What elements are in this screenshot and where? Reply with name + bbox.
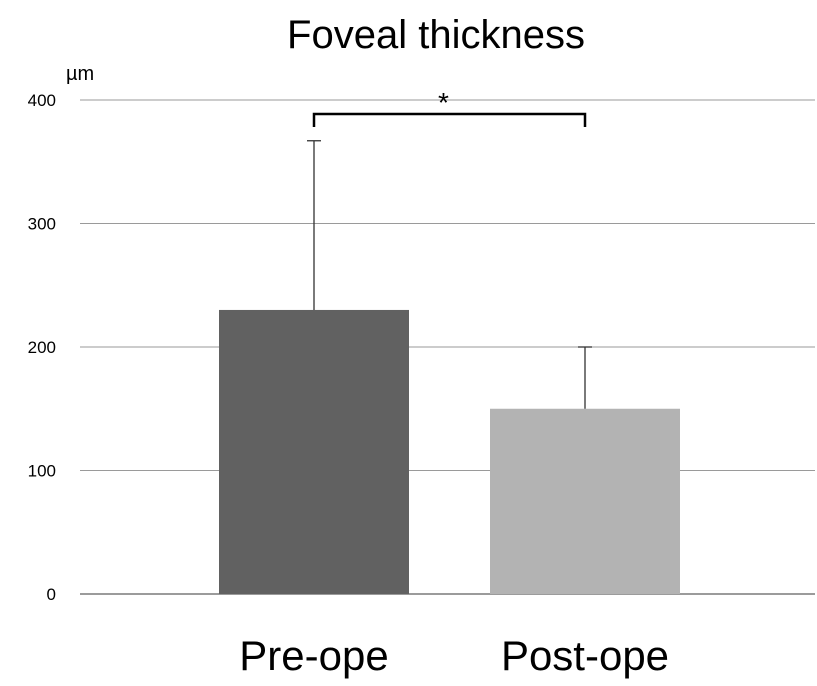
- significance-bracket: *: [312, 87, 587, 127]
- bars: [219, 309, 680, 594]
- y-tick-labels: 0 100 200 300 400: [28, 91, 56, 604]
- y-axis-unit: µm: [66, 63, 94, 85]
- chart-title: Foveal thickness: [287, 13, 585, 57]
- y-tick-label: 400: [28, 91, 56, 110]
- y-tick-label: 100: [28, 462, 56, 481]
- gridlines: [80, 99, 815, 595]
- category-labels: Pre-ope Post-ope: [239, 632, 669, 679]
- y-tick-label: 200: [28, 338, 56, 357]
- significance-label: *: [438, 87, 449, 118]
- y-tick-label: 300: [28, 215, 56, 234]
- significance-bracket-line: [312, 112, 587, 127]
- bar-pre-ope: [219, 309, 409, 594]
- category-label: Post-ope: [501, 632, 669, 679]
- bar-post-ope: [490, 408, 680, 594]
- error-bars: [307, 140, 592, 409]
- y-tick-label: 0: [47, 585, 56, 604]
- category-label: Pre-ope: [239, 632, 388, 679]
